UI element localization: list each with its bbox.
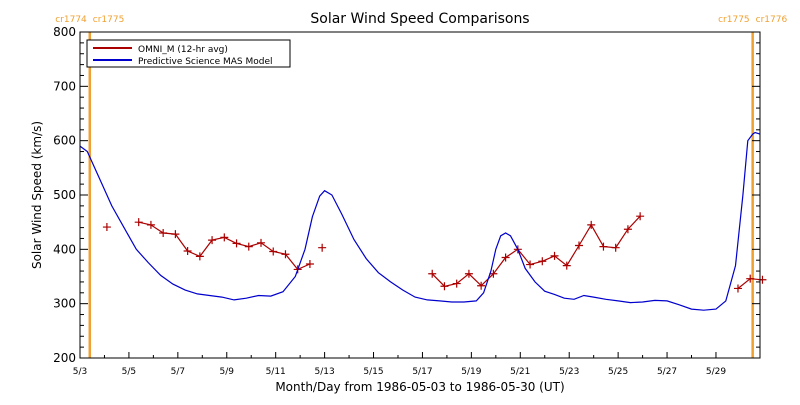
x-tick-label: 5/9 xyxy=(220,367,235,377)
carrington-label-right: cr1775 xyxy=(93,15,125,25)
x-tick-label: 5/21 xyxy=(510,367,530,377)
data-point-omni xyxy=(464,269,473,278)
y-tick-label: 700 xyxy=(53,79,76,93)
x-tick-label: 5/5 xyxy=(122,367,136,377)
data-point-omni xyxy=(171,230,180,239)
x-axis-label: Month/Day from 1986-05-03 to 1986-05-30 … xyxy=(275,380,564,394)
y-tick-label: 400 xyxy=(53,242,76,256)
x-tick-label: 5/13 xyxy=(314,367,334,377)
x-tick-label: 5/27 xyxy=(657,367,677,377)
chart-title: Solar Wind Speed Comparisons xyxy=(310,11,529,27)
legend-box xyxy=(86,39,291,68)
x-tick-label: 5/23 xyxy=(559,367,579,377)
data-point-omni xyxy=(244,242,253,251)
data-point-omni xyxy=(183,246,192,255)
y-tick-label: 600 xyxy=(53,134,76,148)
data-point-omni xyxy=(305,260,314,269)
data-point-omni xyxy=(562,261,571,270)
y-tick-label: 300 xyxy=(53,297,76,311)
data-point-omni xyxy=(159,229,168,238)
legend-label-mas: Predictive Science MAS Model xyxy=(138,57,273,67)
data-point-omni xyxy=(195,252,204,261)
carrington-label-left: cr1775 xyxy=(718,15,750,25)
carrington-label-left: cr1774 xyxy=(55,15,87,25)
data-point-omni xyxy=(281,250,290,259)
data-point-omni xyxy=(550,251,559,260)
x-tick-label: 5/3 xyxy=(73,367,87,377)
data-point-omni xyxy=(611,243,620,252)
data-point-omni xyxy=(587,220,596,229)
legend: OMNI_M (12-hr avg) Predictive Science MA… xyxy=(86,39,291,68)
series-line-mas xyxy=(79,131,761,311)
carrington-label-right: cr1776 xyxy=(756,15,788,25)
data-point-omni xyxy=(733,284,742,293)
x-tick-label: 5/19 xyxy=(461,367,481,377)
data-point-omni xyxy=(428,269,437,278)
data-point-omni xyxy=(489,269,498,278)
data-point-omni xyxy=(257,238,266,247)
data-point-omni xyxy=(526,260,535,269)
data-point-omni xyxy=(269,247,278,256)
y-axis-label: Solar Wind Speed (km/s) xyxy=(30,121,44,269)
data-point-omni xyxy=(746,274,755,283)
x-tick-label: 5/7 xyxy=(171,367,185,377)
y-tick-label: 800 xyxy=(53,25,76,39)
data-point-omni xyxy=(318,243,327,252)
x-tick-label: 5/17 xyxy=(412,367,432,377)
data-point-omni xyxy=(232,239,241,248)
data-point-omni xyxy=(574,241,583,250)
data-point-omni xyxy=(623,225,632,234)
data-point-omni xyxy=(538,257,547,266)
data-point-omni xyxy=(599,242,608,251)
data-point-omni xyxy=(477,281,486,290)
data-point-omni xyxy=(134,218,143,227)
y-tick-label: 500 xyxy=(53,188,76,202)
x-tick-label: 5/29 xyxy=(706,367,726,377)
x-tick-label: 5/15 xyxy=(363,367,383,377)
data-point-omni xyxy=(102,223,111,232)
data-point-omni xyxy=(452,279,461,288)
data-point-omni xyxy=(440,282,449,291)
x-tick-label: 5/11 xyxy=(266,367,286,377)
data-point-omni xyxy=(220,233,229,242)
y-tick-label: 200 xyxy=(53,351,76,365)
data-point-omni xyxy=(146,220,155,229)
legend-label-omni: OMNI_M (12-hr avg) xyxy=(138,45,228,55)
x-tick-label: 5/25 xyxy=(608,367,628,377)
data-point-omni xyxy=(501,253,510,262)
data-point-omni xyxy=(636,212,645,221)
data-point-omni xyxy=(208,236,217,245)
